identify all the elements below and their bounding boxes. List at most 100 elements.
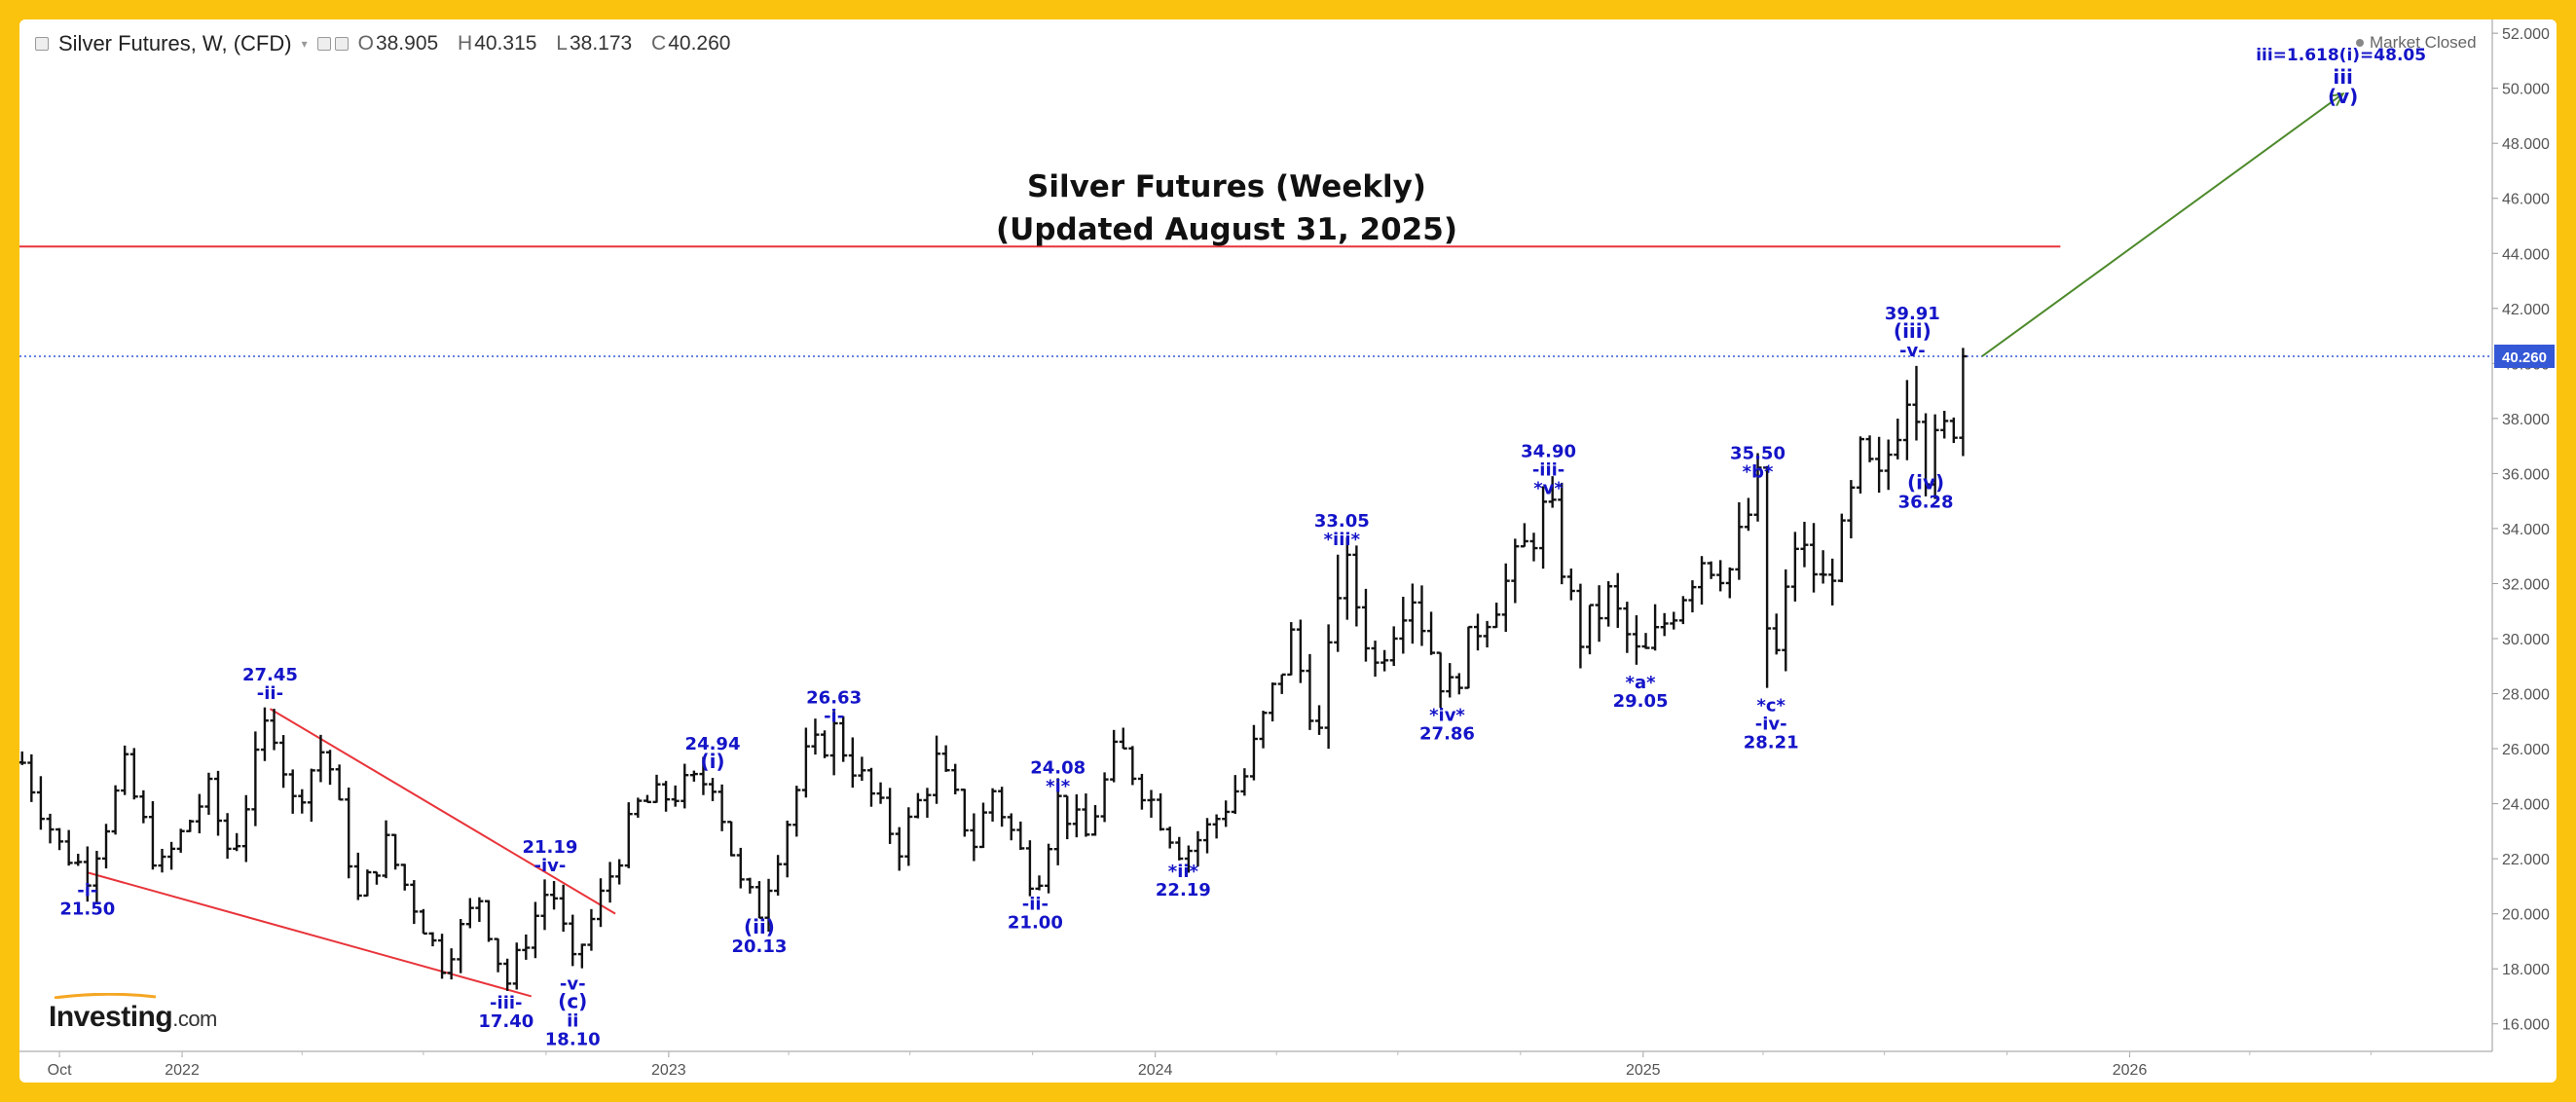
wave-label: (c) [558, 989, 587, 1012]
wedge-lower-trendline [87, 871, 533, 998]
last-price-tag [2494, 344, 2555, 368]
chart-title: Silver Futures (Weekly) [1027, 169, 1426, 204]
chevron-down-icon[interactable]: ▾ [301, 37, 308, 51]
wave-label: -ii- [257, 683, 283, 704]
chart-subtitle: (Updated August 31, 2025) [996, 212, 1457, 247]
y-tick-label: 42.000 [2502, 302, 2550, 318]
y-tick-label: 18.000 [2502, 962, 2550, 978]
logo-suffix: .com [172, 1007, 217, 1031]
x-tick-label: 2025 [1626, 1062, 1661, 1079]
x-tick-label: 2022 [165, 1062, 200, 1079]
y-tick-label: 24.000 [2502, 797, 2550, 814]
chart-header: Silver Futures, W, (CFD) ▾ O38.905 H40.3… [35, 31, 744, 56]
wave-label: *b* [1743, 462, 1774, 483]
wave-label: 21.50 [59, 899, 115, 919]
wave-label: (iii) [1894, 319, 1932, 343]
x-tick-label: Oct [48, 1062, 72, 1079]
wave-label: *iii* [1324, 530, 1361, 550]
x-tick-label: 2026 [2113, 1062, 2148, 1079]
wave-label: -ii- [1022, 894, 1049, 914]
wave-label: 17.40 [478, 1011, 534, 1032]
projection-arrow-head [2329, 92, 2345, 107]
wave-label: 39.91 [1885, 304, 1940, 324]
wave-label: 28.21 [1744, 733, 1799, 753]
wave-label: -iv- [534, 856, 567, 876]
market-status: Market Closed [2356, 33, 2477, 53]
wave-label: ii [567, 1010, 578, 1031]
wave-label: (iv) [1907, 470, 1944, 494]
logo-name: Investing [49, 1001, 173, 1033]
logo-swoosh-icon [54, 993, 157, 999]
wave-label: -iii- [490, 993, 522, 1013]
wave-label: 27.86 [1419, 723, 1475, 744]
y-tick-label: 16.000 [2502, 1017, 2550, 1034]
y-tick-label: 20.000 [2502, 907, 2550, 924]
y-tick-label: 34.000 [2502, 522, 2550, 538]
wave-label: 21.00 [1008, 912, 1063, 933]
close-label: C [651, 32, 667, 55]
target-label: iii=1.618(i)=48.05 [2256, 46, 2426, 65]
wave-label: -i- [77, 880, 97, 900]
open-label: O [357, 32, 374, 55]
wave-label: *i* [1046, 776, 1071, 796]
wave-label: -iv- [1755, 715, 1787, 735]
wave-label: *iv* [1429, 705, 1465, 725]
y-tick-label: 44.000 [2502, 246, 2550, 263]
wave-label: 20.13 [731, 937, 787, 957]
wave-label: 18.10 [545, 1029, 601, 1049]
investing-logo: Investing.com [49, 993, 217, 1034]
market-status-label: Market Closed [2370, 33, 2477, 52]
target-label: iii [2333, 65, 2353, 89]
wave-label: *c* [1756, 696, 1785, 716]
wave-label: 26.63 [806, 687, 862, 708]
high-label: H [458, 32, 473, 55]
close-icon[interactable] [334, 37, 349, 51]
wave-label: 36.28 [1898, 492, 1954, 512]
y-tick-label: 22.000 [2502, 852, 2550, 868]
y-tick-label: 48.000 [2502, 136, 2550, 153]
status-dot-icon [2356, 39, 2364, 47]
y-tick-label: 50.000 [2502, 82, 2550, 98]
y-tick-label: 52.000 [2502, 26, 2550, 43]
wave-label: 24.08 [1030, 757, 1086, 778]
projection-arrow-line [1981, 92, 2344, 357]
chart-frame: 16.000 18.000 20.000 22.000 24.000 26.000 28.0… [19, 19, 2557, 1083]
wave-label: -v- [560, 973, 586, 994]
wave-label: (i) [700, 750, 724, 773]
price-chart[interactable]: 16.000 18.000 20.000 22.000 24.000 26.000 28.0… [19, 19, 2557, 1083]
settings-icon[interactable] [316, 37, 331, 51]
wave-label: *ii* [1168, 862, 1199, 882]
x-tick-label: 2024 [1138, 1062, 1173, 1079]
last-price-tag-label: 40.260 [2502, 349, 2547, 366]
open-value: 38.905 [375, 32, 439, 55]
y-tick-label: 36.000 [2502, 466, 2550, 483]
x-tick-label: 2023 [651, 1062, 686, 1079]
close-value: 40.260 [668, 32, 731, 55]
wave-label: 21.19 [523, 837, 578, 858]
wave-label: 29.05 [1613, 691, 1669, 712]
wave-label: 24.94 [685, 734, 741, 754]
target-label: (v) [2328, 85, 2358, 108]
y-tick-label: 28.000 [2502, 687, 2550, 704]
y-tick-label: 46.000 [2502, 192, 2550, 208]
collapse-icon[interactable] [35, 37, 49, 51]
y-tick-label: 38.000 [2502, 412, 2550, 428]
y-tick-label: 32.000 [2502, 576, 2550, 593]
wave-label: 22.19 [1156, 880, 1211, 900]
wave-label: -iii- [1532, 459, 1564, 480]
wave-label: 34.90 [1521, 441, 1576, 461]
wave-label: *a* [1626, 673, 1657, 693]
low-label: L [556, 32, 568, 55]
wave-label: 35.50 [1730, 444, 1785, 464]
wave-label: *v* [1533, 478, 1564, 498]
ohlc-values: O38.905 H40.315 L38.173 C40.260 [358, 32, 745, 55]
symbol-label[interactable]: Silver Futures, W, (CFD) [58, 31, 292, 55]
wave-label: 33.05 [1314, 511, 1370, 532]
wave-label: -i- [824, 706, 844, 726]
low-value: 38.173 [569, 32, 633, 55]
wave-label: 27.45 [242, 665, 298, 685]
high-value: 40.315 [474, 32, 537, 55]
wave-label: (ii) [744, 915, 775, 938]
wave-label: -v- [1899, 341, 1926, 361]
y-tick-label: 26.000 [2502, 742, 2550, 758]
